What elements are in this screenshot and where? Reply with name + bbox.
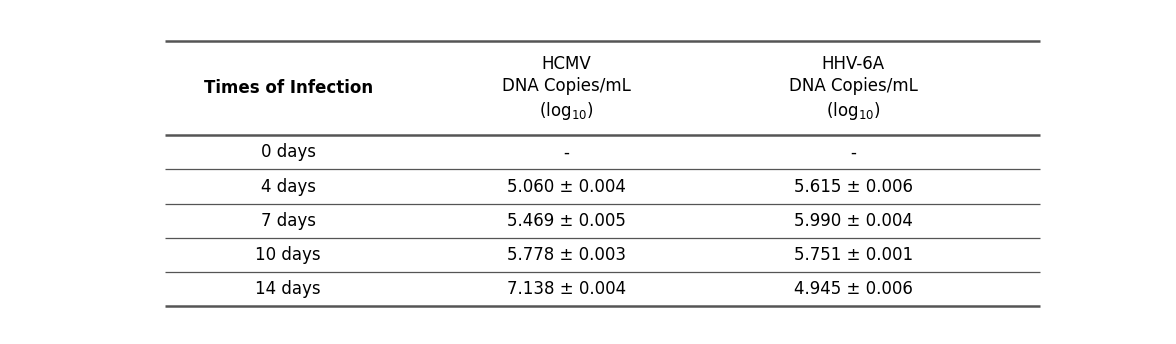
Text: 5.778 ± 0.003: 5.778 ± 0.003: [507, 246, 626, 264]
Text: 4 days: 4 days: [261, 178, 316, 196]
Text: 4.945 ± 0.006: 4.945 ± 0.006: [794, 280, 913, 298]
Text: HCMV
DNA Copies/mL
(log$_{10}$): HCMV DNA Copies/mL (log$_{10}$): [502, 55, 630, 122]
Text: 14 days: 14 days: [255, 280, 321, 298]
Text: -: -: [850, 143, 856, 161]
Text: 5.615 ± 0.006: 5.615 ± 0.006: [794, 178, 913, 196]
Text: 5.469 ± 0.005: 5.469 ± 0.005: [507, 212, 626, 230]
Text: Times of Infection: Times of Infection: [203, 79, 373, 97]
Text: -: -: [563, 143, 569, 161]
Text: 10 days: 10 days: [255, 246, 321, 264]
Text: 0 days: 0 days: [261, 143, 316, 161]
Text: HHV-6A
DNA Copies/mL
(log$_{10}$): HHV-6A DNA Copies/mL (log$_{10}$): [789, 55, 917, 122]
Text: 5.060 ± 0.004: 5.060 ± 0.004: [507, 178, 626, 196]
Text: 7 days: 7 days: [261, 212, 316, 230]
Text: 5.751 ± 0.001: 5.751 ± 0.001: [794, 246, 913, 264]
Text: 7.138 ± 0.004: 7.138 ± 0.004: [507, 280, 626, 298]
Text: 5.990 ± 0.004: 5.990 ± 0.004: [794, 212, 913, 230]
